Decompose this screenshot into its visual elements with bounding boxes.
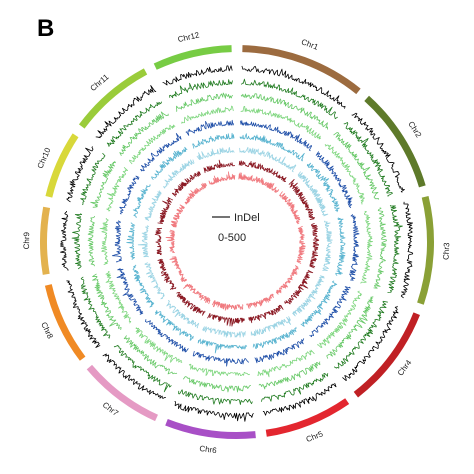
chromosome-ideogram: Chr1 Chr2 Chr3 Chr4 Chr5 Chr6 Chr7 Chr8 Chr9 Chr1… bbox=[22, 30, 451, 455]
chromosome-segment-chr10 bbox=[45, 133, 79, 198]
chromosome-segment-chr1 bbox=[242, 45, 361, 95]
chromosome-segment-chr5 bbox=[265, 398, 350, 437]
chromosome-label: Chr1 bbox=[300, 37, 320, 52]
chromosome-segment-chr9 bbox=[40, 206, 51, 275]
chromosome-segment-chr2 bbox=[364, 95, 426, 188]
density-track-5 bbox=[111, 119, 360, 367]
chromosome-label: Chr2 bbox=[406, 120, 423, 140]
chromosome-segment-chr8 bbox=[44, 284, 86, 361]
density-track-9 bbox=[165, 171, 306, 311]
chromosome-segment-chr3 bbox=[417, 195, 434, 305]
chromosome-segment-chr12 bbox=[153, 45, 232, 70]
legend-range: 0-500 bbox=[218, 232, 246, 244]
chromosome-label: Chr9 bbox=[22, 231, 31, 249]
chromosome-segment-chr6 bbox=[165, 418, 256, 439]
indel-density-tracks bbox=[60, 65, 414, 422]
chromosome-segment-chr7 bbox=[86, 364, 158, 422]
chromosome-label: Chr3 bbox=[442, 242, 452, 260]
chromosome-label: Chr12 bbox=[177, 30, 201, 44]
density-track-4 bbox=[99, 105, 374, 378]
density-track-3 bbox=[87, 92, 387, 393]
density-track-2 bbox=[71, 78, 403, 405]
density-track-8 bbox=[154, 159, 320, 327]
chromosome-segment-chr4 bbox=[353, 312, 420, 398]
chromosome-label: Chr11 bbox=[89, 72, 111, 93]
chromosome-label: Chr10 bbox=[36, 146, 53, 170]
chromosome-label: Chr8 bbox=[39, 321, 55, 341]
legend-label: InDel bbox=[234, 212, 260, 224]
chromosome-segment-chr11 bbox=[78, 68, 148, 129]
panel-letter: B bbox=[37, 15, 54, 42]
chromosome-label: Chr7 bbox=[101, 400, 121, 418]
density-track-7 bbox=[137, 146, 333, 338]
chromosome-label: Chr5 bbox=[305, 429, 325, 444]
chromosome-label: Chr4 bbox=[396, 358, 414, 378]
density-track-1 bbox=[60, 65, 414, 422]
legend: InDel 0-500 bbox=[212, 212, 260, 244]
chromosome-label: Chr6 bbox=[199, 444, 218, 455]
density-track-6 bbox=[126, 132, 346, 354]
